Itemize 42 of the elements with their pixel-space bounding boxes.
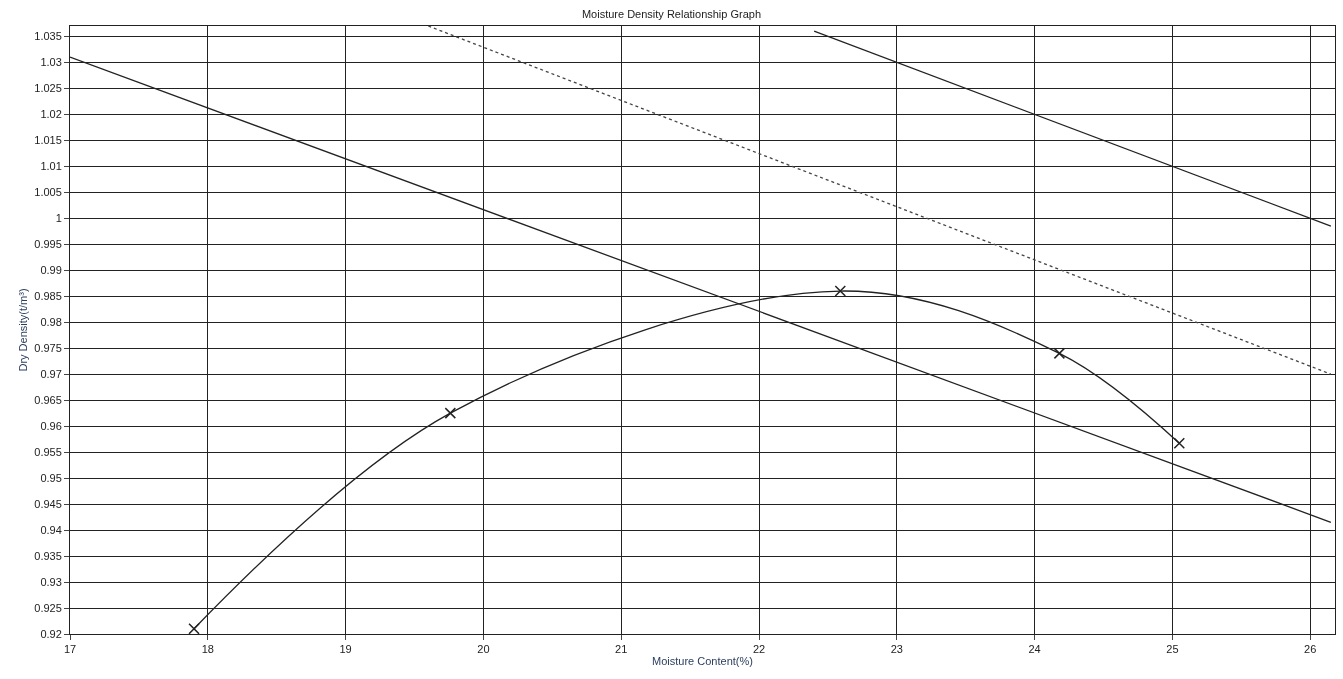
x-tick-label: 22 xyxy=(752,643,766,656)
x-tick-label: 25 xyxy=(1166,643,1179,656)
y-tick-label: 1.02 xyxy=(40,108,62,121)
y-tick-label: 0.92 xyxy=(40,627,62,640)
y-tick-label: 0.95 xyxy=(40,471,62,484)
x-tick-label: 23 xyxy=(890,643,903,656)
x-tick-label: 18 xyxy=(201,643,214,656)
y-tick-label: 0.96 xyxy=(40,419,62,432)
y-tick-label: 1.005 xyxy=(34,186,62,199)
x-tick-label: 21 xyxy=(615,643,628,656)
y-tick-label: 0.93 xyxy=(40,575,62,588)
y-tick-label: 1 xyxy=(55,212,62,225)
x-axis-title: Moisture Content(%) xyxy=(652,655,753,668)
point xyxy=(1053,347,1066,360)
point xyxy=(834,285,847,297)
y-tick-label: 0.965 xyxy=(34,394,62,406)
y-axis-title: Dry Density(t/m³) xyxy=(16,288,29,372)
y-tick-label: 1.025 xyxy=(34,82,62,95)
chart-title: Moisture Density Relationship Graph xyxy=(581,7,762,20)
x-tick-label: 24 xyxy=(1028,643,1041,656)
y-tick-label: 0.99 xyxy=(40,264,62,277)
point xyxy=(1173,437,1186,450)
y-tick-label: 0.94 xyxy=(40,523,62,536)
y-tick-label: 0.935 xyxy=(34,549,62,562)
point xyxy=(188,623,200,634)
y-tick-label: 0.975 xyxy=(34,342,62,355)
y-tick-label: 0.985 xyxy=(34,290,62,303)
y-tick-label: 1.015 xyxy=(34,134,62,147)
y-tick-label: 0.98 xyxy=(40,316,62,329)
point xyxy=(444,407,457,419)
y-tick-label: 0.945 xyxy=(34,497,62,510)
x-tick-label: 17 xyxy=(63,643,77,656)
y-tick-label: 0.995 xyxy=(34,238,62,251)
y-tick-label: 1.01 xyxy=(40,160,62,173)
y-tick-label: 0.925 xyxy=(34,601,62,614)
x-tick-label: 19 xyxy=(339,643,352,656)
y-tick-label: 1.035 xyxy=(34,30,62,43)
y-tick-label: 0.97 xyxy=(40,368,62,381)
y-tick-label: 1.03 xyxy=(40,56,62,69)
x-tick-label: 20 xyxy=(477,643,490,656)
y-tick-label: 0.955 xyxy=(34,445,62,458)
x-tick-label: 26 xyxy=(1304,643,1317,656)
